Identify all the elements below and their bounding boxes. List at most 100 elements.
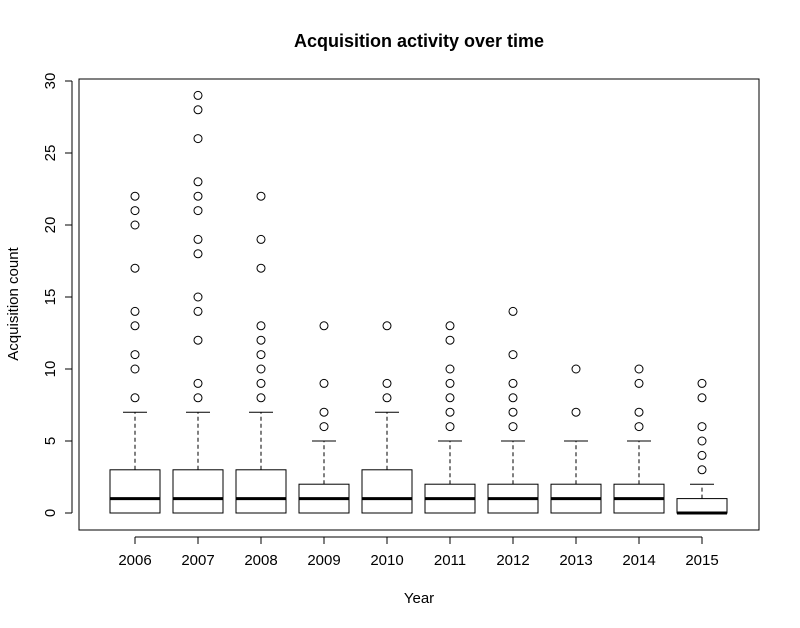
outlier-point [193,393,203,403]
box-iqr [676,498,728,514]
y-tick-label: 0 [42,509,59,517]
x-tick-label: 2012 [496,552,529,569]
outlier-point [193,292,203,302]
outlier-point [193,234,203,244]
x-tick-label: 2008 [244,552,277,569]
outlier-point [697,465,707,475]
outlier-point [697,450,707,460]
outlier-point [697,422,707,432]
outlier-point [130,350,140,360]
box-2010 [361,321,413,514]
outlier-point [193,177,203,187]
outlier-point [193,105,203,115]
outlier-point [256,335,266,345]
y-tick-label: 10 [42,361,59,378]
chart-title: Acquisition activity over time [294,31,544,51]
outlier-point [445,364,455,374]
outlier-point [571,407,581,417]
outlier-point [319,321,329,331]
x-tick-label: 2013 [559,552,592,569]
outlier-point [445,321,455,331]
outlier-point [508,407,518,417]
outlier-point [634,378,644,388]
box-2013 [550,364,602,514]
outlier-point [256,350,266,360]
outlier-point [256,263,266,273]
x-tick-label: 2007 [181,552,214,569]
y-tick-label: 20 [42,217,59,234]
y-tick-label: 25 [42,145,59,162]
outlier-point [634,364,644,374]
box-iqr [109,469,161,514]
outlier-point [319,407,329,417]
x-tick-label: 2010 [370,552,403,569]
outlier-point [382,393,392,403]
outlier-point [445,422,455,432]
box-2011 [424,321,476,514]
outlier-point [130,321,140,331]
box-2006 [109,191,161,514]
x-tick-label: 2011 [434,552,466,569]
y-axis-label: Acquisition count [5,246,22,360]
box-2014 [613,364,665,514]
x-tick-label: 2006 [118,552,151,569]
x-tick-label: 2009 [307,552,340,569]
outlier-point [130,306,140,316]
outlier-point [508,378,518,388]
outlier-point [508,306,518,316]
outlier-point [130,206,140,216]
y-tick-label: 15 [42,289,59,306]
outlier-point [445,407,455,417]
box-2007 [172,90,224,514]
outlier-point [697,378,707,388]
box-2008 [235,191,287,514]
outlier-point [445,393,455,403]
outlier-point [256,234,266,244]
outlier-point [697,436,707,446]
box-2015 [676,378,728,515]
x-tick-label: 2014 [622,552,655,569]
outlier-point [193,306,203,316]
outlier-point [193,206,203,216]
outlier-point [256,191,266,201]
outlier-point [382,378,392,388]
x-axis: 2006 2007 2008 2009 2010 2011 2012 2013 2014 2015 [118,536,719,569]
plot-frame [78,78,760,531]
outlier-point [634,407,644,417]
outlier-point [508,393,518,403]
outlier-point [445,335,455,345]
boxes-layer [109,90,728,515]
outlier-point [130,364,140,374]
outlier-point [256,378,266,388]
outlier-point [256,321,266,331]
outlier-point [634,422,644,432]
outlier-point [193,90,203,100]
outlier-point [508,350,518,360]
outlier-point [193,134,203,144]
outlier-point [256,393,266,403]
box-iqr [235,469,287,514]
outlier-point [382,321,392,331]
outlier-point [130,263,140,273]
box-2012 [487,306,539,514]
outlier-point [193,378,203,388]
outlier-point [697,393,707,403]
box-2009 [298,321,350,514]
outlier-point [319,422,329,432]
y-tick-label: 5 [42,437,59,445]
outlier-point [571,364,581,374]
outlier-point [445,378,455,388]
outlier-point [193,249,203,259]
box-iqr [361,469,413,514]
y-axis: 0 5 10 15 20 25 30 [42,73,72,517]
outlier-point [193,335,203,345]
outlier-point [130,220,140,230]
outlier-point [256,364,266,374]
outlier-point [130,191,140,201]
x-tick-label: 2015 [685,552,718,569]
y-tick-label: 30 [42,73,59,90]
outlier-point [319,378,329,388]
x-axis-label: Year [404,590,434,607]
box-iqr [172,469,224,514]
